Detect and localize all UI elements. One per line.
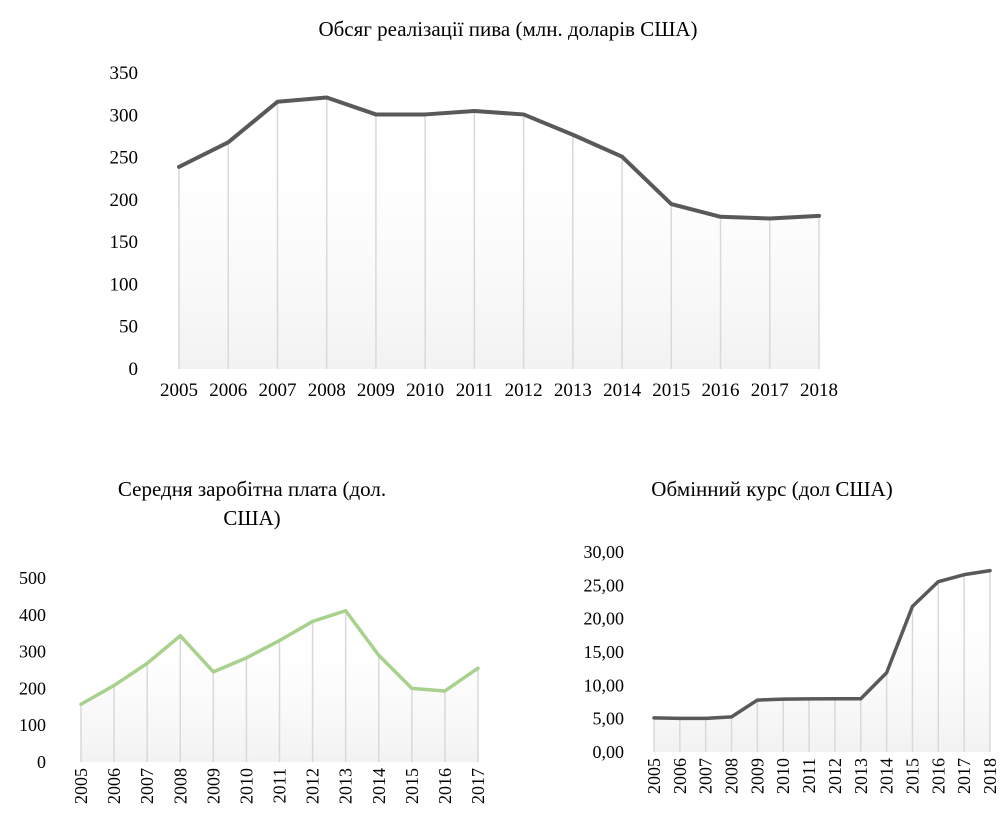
x-tick-label: 2006 [104, 768, 124, 804]
average-salary-chart: Середня заробітна плата (дол. США) 0 100 20… [19, 477, 488, 804]
x-tick-label: 2017 [751, 380, 789, 401]
beer-sales-plot: 0 50 100 150 200 250 300 350 2005 2006 2007 2008 200… [110, 63, 839, 401]
x-tick-label: 2014 [603, 380, 642, 401]
x-tick-label: 2005 [644, 758, 664, 794]
y-tick-label: 350 [110, 63, 139, 84]
y-tick-label: 300 [110, 105, 139, 126]
x-tick-label: 2016 [928, 758, 948, 794]
x-tick-label: 2007 [258, 380, 296, 401]
y-tick-label: 15,00 [584, 642, 625, 662]
x-tick-label: 2010 [773, 758, 793, 794]
average-salary-title: Середня заробітна плата (дол. США) [118, 477, 386, 530]
x-tick-label: 2012 [303, 768, 323, 804]
x-tick-label: 2010 [236, 768, 256, 804]
y-tick-label: 100 [19, 715, 46, 735]
y-tick-label: 25,00 [584, 575, 625, 595]
x-tick-label: 2018 [800, 380, 838, 401]
area-fill [654, 570, 990, 752]
y-tick-label: 0 [129, 359, 139, 380]
x-tick-label: 2014 [369, 768, 389, 804]
y-tick-label: 10,00 [584, 675, 625, 695]
x-tick-label: 2010 [406, 380, 444, 401]
y-tick-label: 500 [19, 568, 46, 588]
series-line [652, 568, 992, 721]
y-tick-label: 0,00 [593, 742, 625, 762]
x-tick-label: 2014 [877, 758, 897, 794]
y-tick-label: 300 [19, 642, 46, 662]
y-tick-label: 150 [110, 232, 139, 253]
x-tick-label: 2012 [825, 758, 845, 794]
beer-sales-title: Обсяг реалізації пива (млн. доларів США) [318, 17, 697, 41]
y-tick-label: 30,00 [584, 542, 625, 562]
x-tick-label: 2013 [336, 768, 356, 804]
x-tick-label: 2017 [954, 758, 974, 794]
x-tick-label: 2015 [402, 768, 422, 804]
beer-sales-chart: Обсяг реалізації пива (млн. доларів США)… [110, 17, 839, 401]
exchange-rate-title: Обмінний курс (дол США) [651, 477, 892, 501]
x-tick-label: 2013 [554, 380, 592, 401]
x-tick-label: 2011 [270, 768, 290, 803]
x-tick-label: 2017 [468, 768, 488, 804]
x-tick-label: 2008 [308, 380, 346, 401]
x-tick-label: 2006 [670, 758, 690, 794]
x-tick-label: 2013 [851, 758, 871, 794]
x-tick-label: 2009 [357, 380, 395, 401]
x-tick-label: 2006 [209, 380, 247, 401]
x-tick-label: 2015 [902, 758, 922, 794]
exchange-rate-plot: 0,00 5,00 10,00 15,00 20,00 25,00 30,00 2005 200… [584, 542, 1001, 794]
x-tick-label: 2016 [435, 768, 455, 804]
y-tick-label: 250 [110, 148, 139, 169]
y-tick-label: 200 [110, 190, 139, 211]
y-tick-label: 20,00 [584, 609, 625, 629]
x-tick-label: 2009 [747, 758, 767, 794]
x-tick-label: 2018 [980, 758, 1000, 794]
x-tick-label: 2007 [137, 768, 157, 804]
x-tick-label: 2016 [702, 380, 740, 401]
average-salary-title-line: Середня заробітна плата (дол. [118, 477, 386, 501]
x-tick-label: 2008 [722, 758, 742, 794]
x-tick-label: 2008 [170, 768, 190, 804]
area-fill [179, 97, 819, 370]
y-tick-label: 400 [19, 605, 46, 625]
y-tick-label: 100 [110, 274, 139, 295]
x-tick-label: 2012 [505, 380, 543, 401]
x-tick-label: 2009 [203, 768, 223, 804]
x-tick-label: 2011 [799, 758, 819, 793]
average-salary-title-line: США) [223, 506, 280, 530]
average-salary-plot: 0 100 200 300 400 500 2005 2006 2007 2008 2009 2010… [19, 568, 488, 804]
series-line [177, 95, 821, 221]
x-tick-label: 2005 [160, 380, 198, 401]
x-tick-label: 2015 [652, 380, 690, 401]
y-tick-label: 5,00 [593, 709, 625, 729]
y-tick-label: 50 [119, 317, 138, 338]
x-tick-label: 2011 [456, 380, 493, 401]
y-tick-label: 200 [19, 678, 46, 698]
exchange-rate-chart: Обмінний курс (дол США) 0,00 5,00 10,00 15,… [584, 477, 1001, 794]
y-tick-label: 0 [37, 752, 46, 772]
x-tick-label: 2005 [71, 768, 91, 804]
x-tick-label: 2007 [696, 758, 716, 794]
